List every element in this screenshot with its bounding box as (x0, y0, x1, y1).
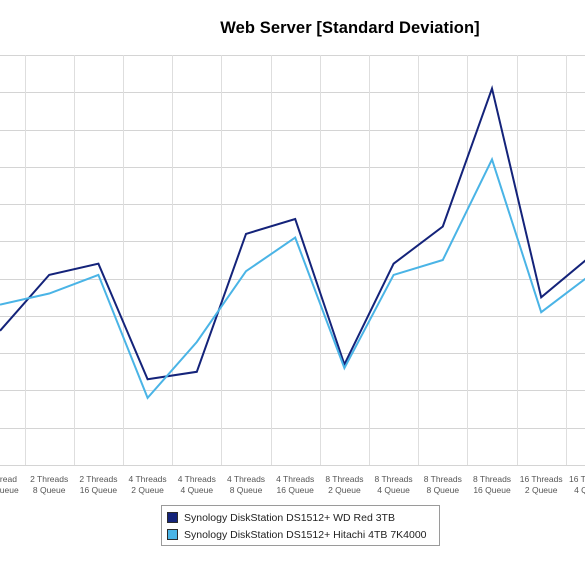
legend-swatch-hitachi (167, 529, 178, 540)
x-tick-label-3: 4 Threads 2 Queue (129, 474, 167, 495)
legend-swatch-wd-red (167, 512, 178, 523)
series-lines (0, 84, 585, 400)
legend-item-hitachi: Synology DiskStation DS1512+ Hitachi 4TB… (167, 526, 439, 543)
series-line-1 (0, 156, 585, 400)
x-tick-label-7: 8 Threads 2 Queue (325, 474, 363, 495)
legend-label-hitachi: Synology DiskStation DS1512+ Hitachi 4TB… (184, 528, 427, 541)
x-tick-label-10: 8 Threads 16 Queue (473, 474, 511, 495)
x-tick-label-8: 8 Threads 4 Queue (375, 474, 413, 495)
grid (0, 55, 585, 466)
x-tick-label-6: 4 Threads 16 Queue (276, 474, 314, 495)
series-line-0 (0, 84, 585, 381)
x-tick-label-2: 2 Threads 16 Queue (79, 474, 117, 495)
legend-item-wd-red: Synology DiskStation DS1512+ WD Red 3TB (167, 509, 439, 526)
x-tick-label-5: 4 Threads 8 Queue (227, 474, 265, 495)
legend: Synology DiskStation DS1512+ WD Red 3TB … (161, 505, 440, 546)
x-tick-label-9: 8 Threads 8 Queue (424, 474, 462, 495)
x-tick-label-1: 2 Threads 8 Queue (30, 474, 68, 495)
x-tick-label-4: 4 Threads 4 Queue (178, 474, 216, 495)
x-tick-label-0: 1 Thread16 Queue (0, 474, 19, 495)
x-tick-label-11: 16 Threads 2 Queue (520, 474, 563, 495)
chart-title: Web Server [Standard Deviation] (220, 19, 480, 37)
legend-label-wd-red: Synology DiskStation DS1512+ WD Red 3TB (184, 511, 395, 524)
